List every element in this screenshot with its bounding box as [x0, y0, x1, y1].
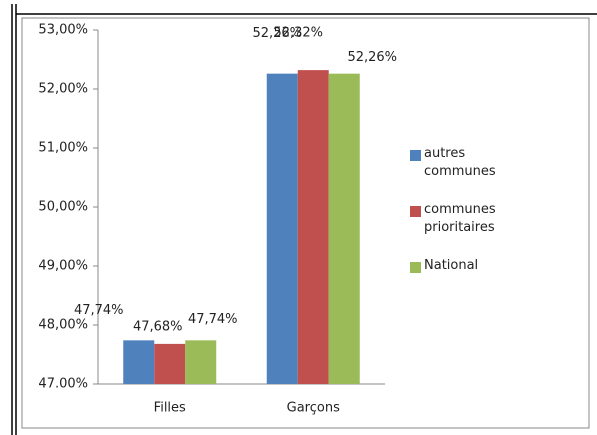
y-tick-label: 53,00% — [38, 23, 88, 38]
bar — [297, 70, 329, 385]
legend-label: communes prioritaires — [424, 202, 496, 235]
legend-swatch — [410, 206, 421, 217]
legend: autres communes communes prioritaires Nati… — [410, 145, 560, 295]
bar — [185, 340, 217, 384]
legend-swatch — [410, 150, 421, 161]
y-tick-label: 50,00% — [38, 200, 88, 215]
value-label: 52,26% — [252, 26, 302, 41]
value-label: 47,74% — [74, 303, 124, 318]
legend-label: National — [424, 258, 479, 273]
bar — [328, 73, 360, 384]
y-tick-label: 51,00% — [38, 141, 88, 156]
value-label: 52,32% — [273, 26, 323, 41]
value-label: 47,68% — [133, 319, 183, 334]
legend-item: National — [410, 257, 534, 275]
y-tick-label: 47.00% — [38, 377, 88, 392]
bar — [154, 343, 186, 384]
legend-item: autres communes — [410, 145, 534, 181]
bar — [123, 340, 155, 384]
legend-label: autres communes — [424, 146, 496, 179]
value-label: 52,26% — [347, 50, 397, 65]
y-tick-label: 49,00% — [38, 259, 88, 274]
x-tick-label: Garçons — [287, 401, 340, 416]
legend-item: communes prioritaires — [410, 201, 534, 237]
y-tick-label: 48,00% — [38, 318, 88, 333]
legend-swatch — [410, 262, 421, 273]
value-label: 47,74% — [188, 312, 238, 327]
chart-border — [21, 17, 590, 429]
y-tick-label: 52,00% — [38, 82, 88, 97]
bar — [266, 73, 298, 384]
x-tick-label: Filles — [154, 401, 186, 416]
